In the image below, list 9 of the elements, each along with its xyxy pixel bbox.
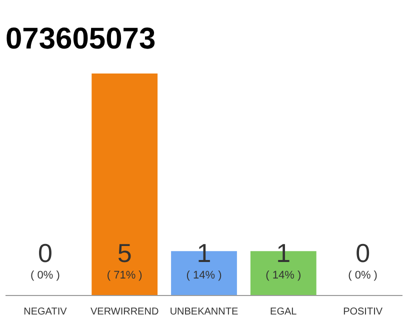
x-tick-label: UNBEKANNTE (170, 306, 238, 318)
data-label: 0 ( 0% ) (348, 238, 378, 282)
x-tick-label: VERWIRREND (90, 306, 159, 318)
data-label: 0 ( 0% ) (30, 238, 60, 282)
x-tick-label: EGAL (270, 306, 298, 318)
data-label: 5 ( 71% ) (106, 238, 142, 282)
x-tick-label: NEGATIV (24, 306, 68, 318)
chart-title: 073605073 (6, 22, 156, 56)
x-tick-label: POSITIV (343, 306, 383, 318)
